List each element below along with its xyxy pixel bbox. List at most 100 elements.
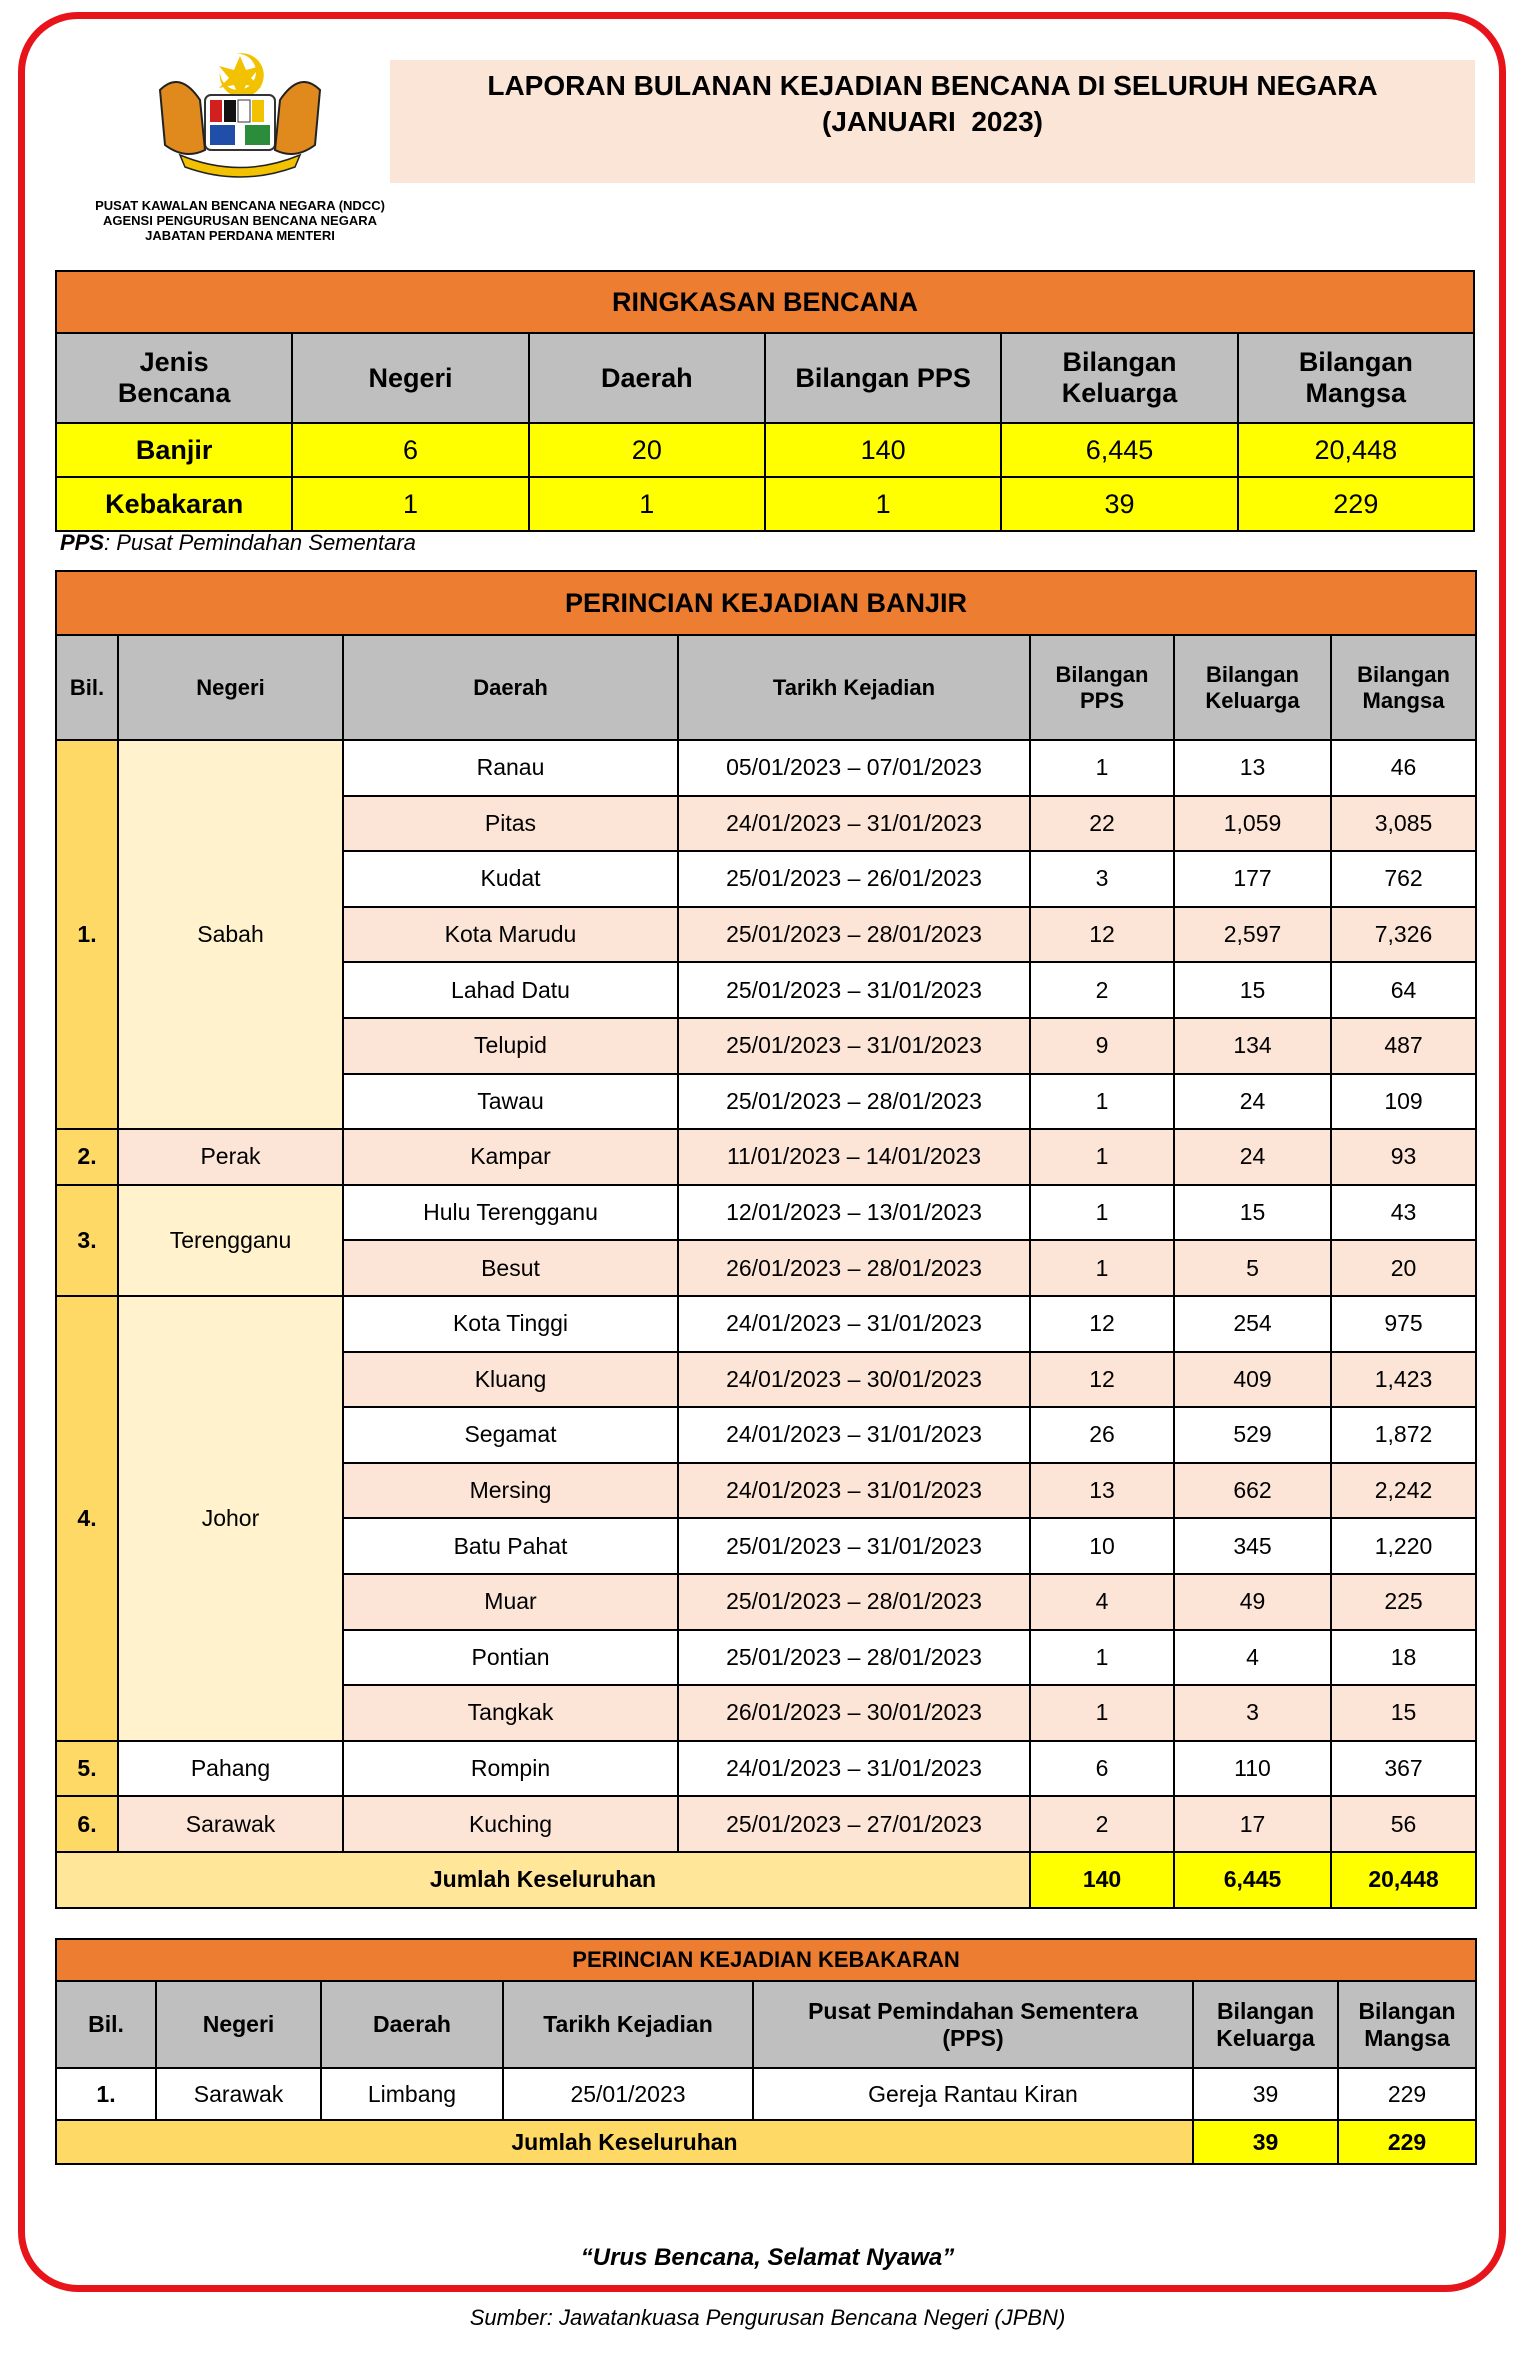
total-label: Jumlah Keseluruhan (55, 2119, 1194, 2165)
date-cell: 05/01/2023 – 07/01/2023 (677, 739, 1031, 797)
pps-cell: 26 (1029, 1406, 1175, 1464)
families-cell: 345 (1173, 1517, 1332, 1575)
data-row: Tawau 25/01/2023 – 28/01/2023 1 24 109 (56, 1072, 1478, 1131)
header-cell: Bilangan Mangsa (1336, 1980, 1478, 2069)
cell: 1 (527, 476, 766, 532)
bil-cell: 4. (55, 1294, 119, 1742)
bil-cell: 2. (55, 1128, 119, 1186)
pps-cell: 12 (1029, 1294, 1175, 1353)
bil-cell: 1. (55, 738, 119, 1131)
date-cell: 25/01/2023 – 28/01/2023 (677, 1072, 1031, 1131)
data-row: 2. Perak Kampar 11/01/2023 – 14/01/2023 1 24 9… (55, 1128, 1478, 1186)
cell: Sarawak (155, 2067, 322, 2121)
page-border (18, 12, 1506, 2292)
families-cell: 662 (1173, 1461, 1332, 1520)
state-cell: Johor (117, 1294, 344, 1742)
families-cell: 3 (1173, 1684, 1332, 1742)
cell: Limbang (320, 2067, 504, 2121)
header-row: Bil. Negeri Daerah Tarikh Kejadian Bilangan … (55, 634, 1478, 741)
cell: 20 (527, 422, 766, 478)
header-cell: Tarikh Kejadian (677, 634, 1031, 741)
victims-cell: 64 (1329, 961, 1478, 1019)
pps-cell: 1 (1029, 1183, 1175, 1242)
date-cell: 24/01/2023 – 30/01/2023 (677, 1350, 1031, 1409)
total-value: 229 (1336, 2119, 1478, 2165)
cell: 229 (1336, 2067, 1478, 2121)
head: PERINCIAN KEJADIAN BANJIR Bil. Negeri Daera… (54, 570, 1478, 741)
state-cell: Sarawak (117, 1795, 344, 1853)
date-cell: 24/01/2023 – 31/01/2023 (677, 1406, 1031, 1464)
district-cell: Hulu Terengganu (342, 1183, 679, 1242)
victims-cell: 1,872 (1329, 1406, 1478, 1464)
district-cell: Kota Tinggi (342, 1294, 679, 1353)
families-cell: 4 (1173, 1628, 1332, 1687)
pps-cell: 3 (1029, 850, 1175, 908)
victims-cell: 3,085 (1329, 794, 1478, 853)
header-cell: Bilangan Keluarga (1173, 634, 1332, 741)
cell: Kebakaran (54, 476, 294, 532)
org-line: PUSAT KAWALAN BENCANA NEGARA (NDCC) (95, 198, 385, 213)
bil-cell: 6. (55, 1795, 119, 1853)
header-cell: Bilangan PPS (763, 332, 1003, 424)
victims-cell: 762 (1329, 850, 1478, 908)
district-cell: Kluang (342, 1350, 679, 1409)
header-cell: Bilangan Mangsa (1236, 332, 1476, 424)
cell: 39 (1000, 476, 1239, 532)
data-row: 1. Sabah Ranau 05/01/2023 – 07/01/2023 1 13 46 (55, 738, 1478, 1131)
cell: 1. (55, 2067, 157, 2121)
organization: PUSAT KAWALAN BENCANA NEGARA (NDCC) AGEN… (60, 198, 420, 243)
district-cell: Kota Marudu (342, 905, 679, 964)
cell: 229 (1236, 476, 1476, 532)
district-cell: Kudat (342, 850, 679, 908)
header-cell: Tarikh Kejadian (502, 1980, 754, 2069)
victims-cell: 7,326 (1329, 905, 1478, 964)
pps-cell: 4 (1029, 1572, 1175, 1631)
header-cell: Daerah (342, 634, 679, 741)
note-text: : Pusat Pemindahan Sementara (104, 530, 416, 555)
header-cell: Bil. (55, 1980, 157, 2069)
data-row: Pitas 24/01/2023 – 31/01/2023 22 1,059 3,085 (56, 794, 1478, 853)
header-cell: Negeri (291, 332, 530, 424)
header-cell: Negeri (117, 634, 344, 741)
victims-cell: 367 (1329, 1739, 1478, 1798)
title-row: PERINCIAN KEJADIAN KEBAKARAN (54, 1938, 1478, 1982)
date-cell: 25/01/2023 – 28/01/2023 (677, 1628, 1031, 1687)
data-row: Lahad Datu 25/01/2023 – 31/01/2023 2 15 64 (56, 961, 1478, 1019)
header-cell: Bilangan Mangsa (1329, 634, 1478, 741)
data-row: 6. Sarawak Kuching 25/01/2023 – 27/01/2023 2… (55, 1795, 1478, 1853)
date-cell: 24/01/2023 – 31/01/2023 (677, 1294, 1031, 1353)
pps-cell: 1 (1029, 1072, 1175, 1131)
district-cell: Telupid (342, 1016, 679, 1075)
date-cell: 24/01/2023 – 31/01/2023 (677, 1739, 1031, 1798)
cell: 25/01/2023 (502, 2067, 754, 2121)
district-cell: Kuching (342, 1795, 679, 1853)
table-title: PERINCIAN KEJADIAN KEBAKARAN (54, 1938, 1478, 1982)
header-cell: Jenis Bencana (54, 332, 294, 424)
cell: 6 (291, 422, 530, 478)
victims-cell: 43 (1329, 1183, 1478, 1242)
pps-cell: 12 (1029, 905, 1175, 964)
families-cell: 17 (1173, 1795, 1332, 1853)
header-cell: Bil. (55, 634, 119, 741)
table-title: RINGKASAN BENCANA (55, 270, 1475, 334)
org-line: JABATAN PERDANA MENTERI (145, 228, 335, 243)
fire-table: PERINCIAN KEJADIAN KEBAKARAN Bil. Negeri Da… (54, 1938, 1478, 2165)
victims-cell: 109 (1329, 1072, 1478, 1131)
district-cell: Pontian (342, 1628, 679, 1687)
motto: “Urus Bencana, Selamat Nyawa” (580, 2244, 955, 2271)
victims-cell: 56 (1329, 1795, 1478, 1853)
date-cell: 24/01/2023 – 31/01/2023 (677, 1461, 1031, 1520)
district-cell: Besut (342, 1239, 679, 1297)
families-cell: 529 (1173, 1406, 1332, 1464)
date-cell: 25/01/2023 – 31/01/2023 (677, 1517, 1031, 1575)
body: 1. Sabah Ranau 05/01/2023 – 07/01/2023 1 13 46… (55, 738, 1478, 1909)
district-cell: Batu Pahat (342, 1517, 679, 1575)
district-cell: Kampar (342, 1128, 679, 1186)
org-line: AGENSI PENGURUSAN BENCANA NEGARA (103, 213, 377, 228)
victims-cell: 15 (1329, 1684, 1478, 1742)
data-row: Pontian 25/01/2023 – 28/01/2023 1 4 18 (56, 1628, 1478, 1687)
total-label: Jumlah Keseluruhan (55, 1850, 1031, 1909)
district-cell: Rompin (342, 1739, 679, 1798)
cell: 140 (763, 422, 1003, 478)
